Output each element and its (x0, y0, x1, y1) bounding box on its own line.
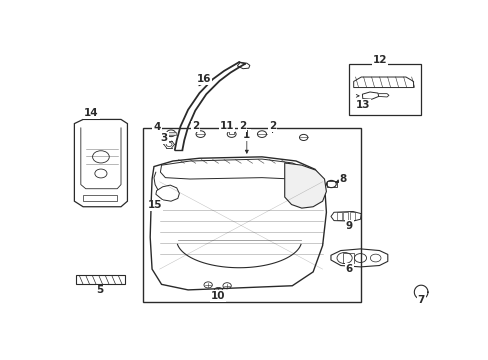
Text: 3: 3 (160, 133, 167, 143)
Text: 12: 12 (372, 55, 386, 65)
Text: 2: 2 (268, 121, 276, 131)
Text: 1: 1 (243, 130, 250, 140)
Bar (166, 132, 175, 135)
Bar (336, 212, 341, 220)
Bar (343, 212, 347, 220)
Text: 13: 13 (355, 100, 369, 110)
Bar (349, 212, 354, 220)
Text: 11: 11 (220, 121, 234, 131)
Bar (326, 181, 336, 187)
Bar (142, 128, 360, 302)
Text: 5: 5 (96, 285, 103, 296)
Bar (229, 131, 234, 134)
Text: 16: 16 (197, 74, 211, 84)
Text: 9: 9 (345, 221, 352, 231)
Text: 2: 2 (192, 121, 199, 131)
Text: 2: 2 (238, 121, 245, 131)
Polygon shape (284, 163, 326, 208)
Text: 7: 7 (417, 296, 424, 305)
Text: 6: 6 (345, 264, 352, 274)
Bar (75, 275, 124, 284)
Bar (83, 195, 117, 201)
Text: 15: 15 (147, 201, 162, 210)
Text: 10: 10 (211, 291, 225, 301)
Bar (343, 253, 353, 263)
Text: 14: 14 (84, 108, 99, 118)
Text: 4: 4 (153, 122, 161, 132)
Text: 8: 8 (339, 174, 346, 184)
Bar (348, 64, 420, 115)
